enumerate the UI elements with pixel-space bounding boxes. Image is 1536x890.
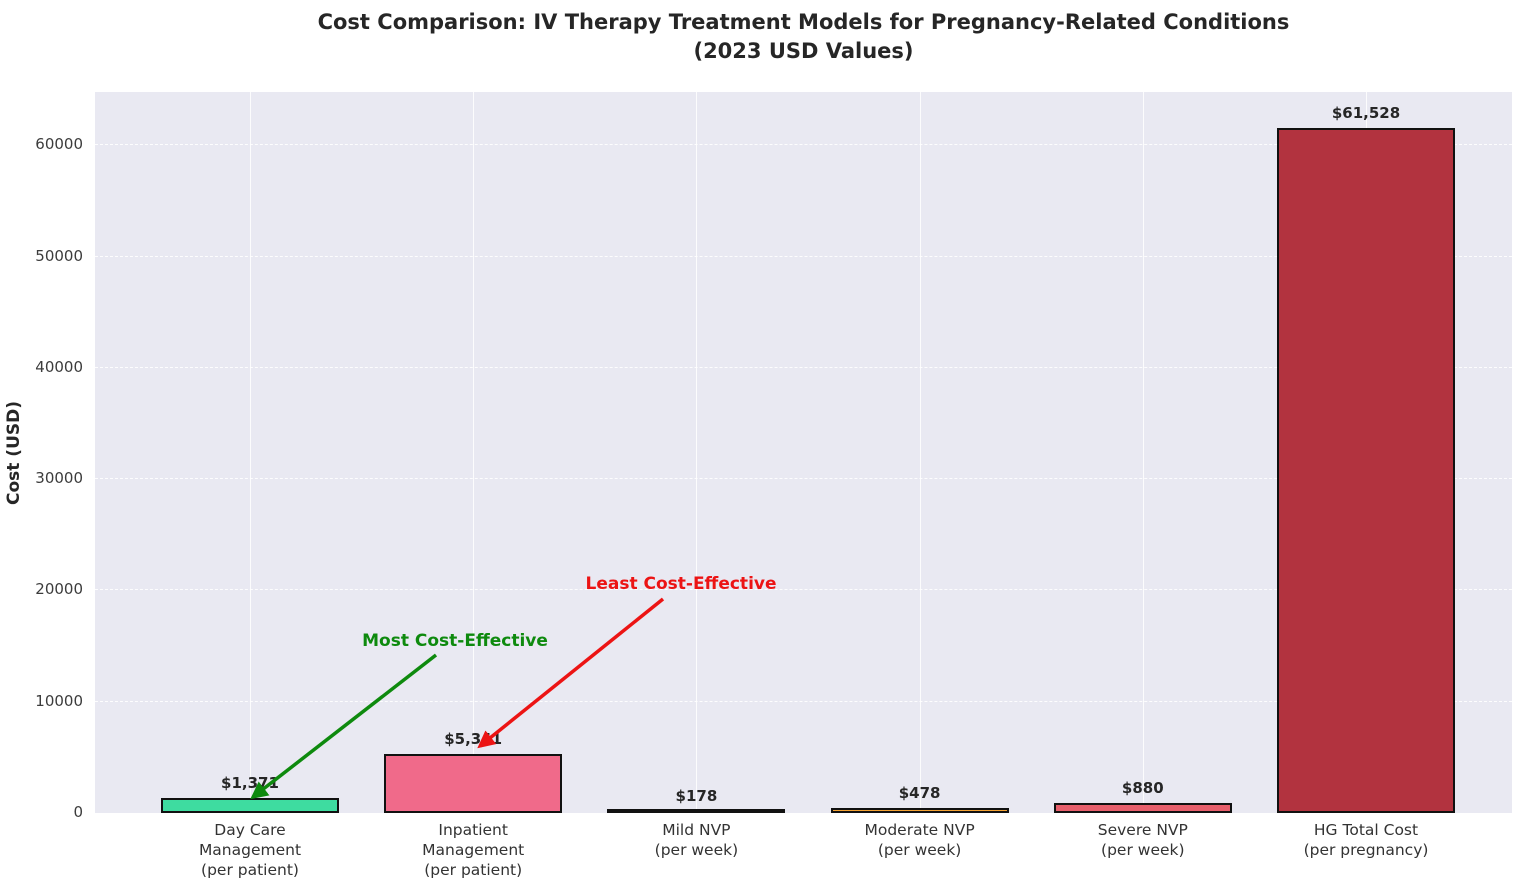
bar-inpatient-management xyxy=(384,754,563,813)
gridline-horizontal xyxy=(95,366,1512,368)
bar-value-label: $5,341 xyxy=(444,730,503,748)
x-tick-label-severe-nvp: Severe NVP (per week) xyxy=(1097,821,1188,859)
y-tick-label: 30000 xyxy=(35,469,83,488)
bar-value-label: $1,371 xyxy=(221,774,279,792)
gridline-horizontal xyxy=(95,700,1512,702)
x-tick-label-day-care-management: Day Care Management (per patient) xyxy=(198,821,302,879)
x-tick-label-moderate-nvp: Moderate NVP (per week) xyxy=(864,821,975,859)
bar-moderate-nvp xyxy=(830,808,1009,813)
bar-value-label: $61,528 xyxy=(1331,104,1401,122)
x-tick-label-hg-total-cost: HG Total Cost (per pregnancy) xyxy=(1303,821,1429,859)
annotation-arrow-inpatient-management xyxy=(477,597,665,749)
chart-title: Cost Comparison: IV Therapy Treatment Mo… xyxy=(95,8,1512,66)
annotation-text-inpatient-management: Least Cost-Effective xyxy=(585,574,777,594)
gridline-vertical xyxy=(250,92,251,813)
gridline-vertical xyxy=(473,92,475,813)
chart-title-line1: Cost Comparison: IV Therapy Treatment Mo… xyxy=(317,10,1290,34)
y-tick-label: 40000 xyxy=(35,357,83,376)
chart-title-line2: (2023 USD Values) xyxy=(693,39,914,63)
bar-severe-nvp xyxy=(1053,803,1232,813)
bar-value-label: $880 xyxy=(1121,779,1164,797)
annotation-text-day-care-management: Most Cost-Effective xyxy=(362,631,548,651)
plot-area: $1,371 $5,341 $178 $478 $880 $61,528 Most Cost… xyxy=(95,92,1512,813)
bar-value-label: $478 xyxy=(898,784,941,802)
x-tick-label-inpatient-management: Inpatient Management (per patient) xyxy=(422,821,525,879)
bar-mild-nvp xyxy=(607,809,786,813)
y-axis-tick-labels: 0 10000 20000 30000 40000 50000 60000 xyxy=(0,92,95,821)
y-tick-label: 0 xyxy=(73,803,83,821)
y-tick-label: 10000 xyxy=(35,691,83,710)
gridline-vertical xyxy=(1142,92,1144,813)
bar-day-care-management xyxy=(161,798,339,813)
y-tick-label: 50000 xyxy=(35,246,83,265)
gridline-vertical xyxy=(919,92,921,813)
bar-hg-total-cost xyxy=(1277,128,1455,813)
gridline-horizontal xyxy=(95,144,1512,146)
gridline-horizontal xyxy=(95,478,1512,480)
y-tick-label: 20000 xyxy=(35,580,83,599)
gridline-horizontal xyxy=(95,589,1512,591)
y-tick-label: 60000 xyxy=(35,135,83,154)
gridline-vertical xyxy=(696,92,698,813)
x-axis-tick-labels: Day Care Management (per patient) Inpatient… xyxy=(95,820,1512,886)
gridline-horizontal xyxy=(95,255,1512,257)
x-tick-label-mild-nvp: Mild NVP (per week) xyxy=(654,821,739,859)
bar-value-label: $178 xyxy=(675,787,718,805)
